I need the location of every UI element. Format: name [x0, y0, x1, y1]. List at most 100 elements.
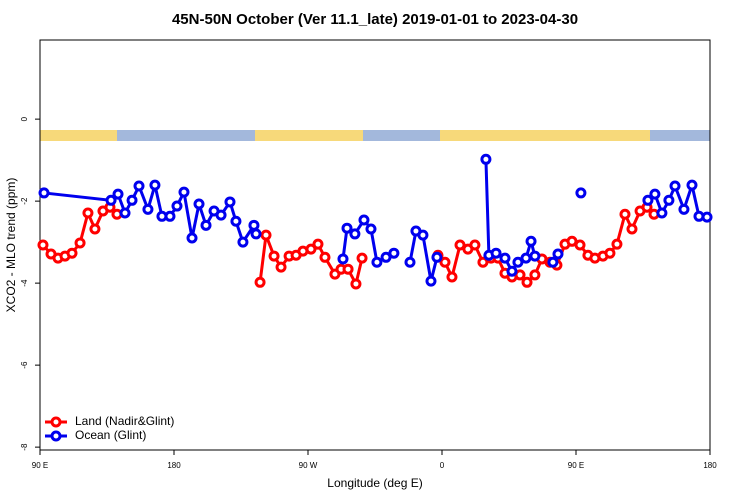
chart-title: 45N-50N October (Ver 11.1_late) 2019-01-… — [172, 11, 578, 28]
point — [312, 238, 324, 250]
point — [611, 238, 623, 250]
point — [319, 251, 331, 263]
point — [119, 207, 131, 219]
land-strip — [440, 130, 650, 141]
point — [686, 179, 698, 191]
point — [37, 239, 49, 251]
point — [480, 153, 492, 165]
point — [520, 252, 532, 264]
x-tick-label: 90 W — [299, 461, 318, 470]
y-axis-label: XCO2 - MLO trend (ppm) — [4, 178, 18, 313]
point — [133, 180, 145, 192]
y-tick-label: -6 — [20, 361, 29, 369]
x-tick-label: 180 — [167, 461, 181, 470]
point — [388, 247, 400, 259]
point — [164, 210, 176, 222]
point — [250, 228, 262, 240]
point — [649, 188, 661, 200]
point — [431, 251, 443, 263]
point — [268, 250, 280, 262]
point — [341, 222, 353, 234]
point — [74, 237, 86, 249]
point — [512, 256, 524, 268]
point — [149, 179, 161, 191]
point — [126, 194, 138, 206]
x-axis-label: Longitude (deg E) — [327, 476, 422, 490]
x-tick-label: 90 E — [32, 461, 48, 470]
point — [604, 247, 616, 259]
map-strip — [40, 130, 710, 141]
point — [224, 196, 236, 208]
point — [200, 219, 212, 231]
point — [178, 186, 190, 198]
point — [342, 263, 354, 275]
point — [356, 252, 368, 264]
point — [358, 214, 370, 226]
point — [454, 239, 466, 251]
x-tick-label: 180 — [703, 461, 717, 470]
point — [663, 194, 675, 206]
point — [477, 256, 489, 268]
point — [469, 239, 481, 251]
point — [619, 208, 631, 220]
point — [193, 198, 205, 210]
point — [404, 256, 416, 268]
point — [669, 180, 681, 192]
point — [525, 235, 537, 247]
y-tick-label: -2 — [20, 197, 29, 205]
point — [529, 269, 541, 281]
legend-label: Land (Nadir&Glint) — [75, 414, 174, 428]
point — [380, 251, 392, 263]
point — [547, 256, 559, 268]
point — [112, 188, 124, 200]
point — [365, 223, 377, 235]
point — [371, 256, 383, 268]
point — [439, 256, 451, 268]
x-tick-label: 90 E — [568, 461, 584, 470]
point — [254, 276, 266, 288]
point — [425, 275, 437, 287]
legend-marker — [50, 416, 62, 428]
x-tick-label: 0 — [440, 461, 445, 470]
point — [701, 211, 713, 223]
point — [626, 223, 638, 235]
point — [490, 247, 502, 259]
point — [506, 265, 518, 277]
point — [305, 243, 317, 255]
point — [552, 248, 564, 260]
point — [230, 215, 242, 227]
land-strip — [255, 130, 363, 141]
point — [248, 219, 260, 231]
point — [38, 187, 50, 199]
point — [186, 232, 198, 244]
point — [215, 209, 227, 221]
point — [446, 271, 458, 283]
point — [678, 203, 690, 215]
point — [82, 207, 94, 219]
point — [575, 187, 587, 199]
point — [260, 229, 272, 241]
point — [656, 207, 668, 219]
point — [337, 253, 349, 265]
legend-marker — [50, 430, 62, 442]
legend-label: Ocean (Glint) — [75, 428, 146, 442]
point — [574, 239, 586, 251]
y-tick-label: -8 — [20, 443, 29, 451]
point — [350, 278, 362, 290]
point — [417, 229, 429, 241]
point — [642, 194, 654, 206]
point — [529, 250, 541, 262]
point — [349, 228, 361, 240]
point — [521, 276, 533, 288]
point — [142, 203, 154, 215]
ocean-strip — [40, 130, 710, 141]
land-strip — [40, 130, 117, 141]
point — [66, 247, 78, 259]
point — [237, 236, 249, 248]
point — [171, 200, 183, 212]
y-tick-label: 0 — [20, 116, 29, 121]
point — [89, 223, 101, 235]
point — [275, 261, 287, 273]
point — [105, 194, 117, 206]
